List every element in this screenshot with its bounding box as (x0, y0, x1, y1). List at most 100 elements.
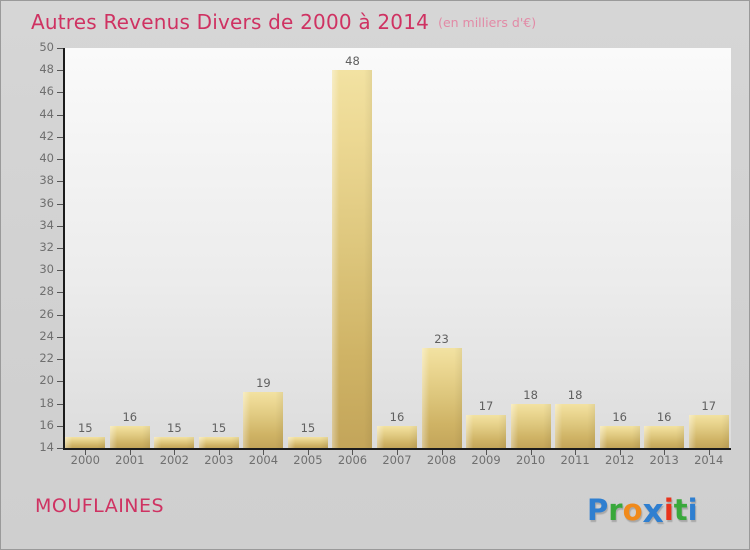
bar-group: 48 (330, 48, 375, 448)
x-axis-tick-label: 2000 (70, 453, 100, 467)
y-axis-tick-label-wrap: 16 (1, 417, 54, 432)
y-axis-tick (57, 270, 63, 272)
x-axis-tick (619, 450, 621, 455)
bar[interactable] (287, 436, 328, 448)
y-axis-tick-label-wrap: 48 (1, 62, 54, 77)
y-axis-tick-label-wrap: 14 (1, 440, 54, 454)
bar-value-label: 18 (567, 387, 583, 402)
bar-value-label: 18 (523, 387, 538, 402)
logo-letter-i-second: i (687, 493, 698, 527)
x-axis-tick (352, 450, 354, 455)
bar[interactable] (555, 403, 596, 448)
bar[interactable] (510, 403, 551, 448)
x-axis-tick-label: 2001 (115, 453, 145, 467)
y-axis-tick-label-wrap: 36 (1, 195, 54, 210)
bar[interactable] (154, 436, 195, 448)
location-label: MOUFLAINES (35, 495, 165, 517)
x-axis-tick (174, 450, 176, 455)
y-axis-tick (57, 448, 63, 449)
bar[interactable] (332, 70, 373, 448)
y-axis-tick-label: 50 (39, 40, 54, 54)
bar[interactable] (688, 414, 729, 448)
y-axis-tick-label: 40 (39, 151, 54, 166)
y-axis-tick (57, 359, 63, 361)
y-axis-tick-label-wrap: 44 (1, 108, 54, 120)
y-axis-tick-label: 28 (39, 284, 54, 299)
bars-layer: 15 16 15 15 19 15 48 16 23 17 18 18 16 16 17 (63, 48, 731, 448)
y-axis-tick (57, 48, 63, 49)
y-axis-tick-label: 36 (39, 195, 54, 210)
bar-value-label: 15 (77, 420, 93, 435)
x-axis-tick-label: 2004 (248, 453, 279, 467)
y-axis-tick (57, 159, 63, 161)
x-axis-tick-label: 2014 (694, 453, 724, 467)
y-axis-tick (57, 336, 63, 338)
logo-letter-x: x (642, 491, 664, 530)
y-axis-tick-label-wrap: 28 (1, 284, 54, 299)
y-axis-tick-label: 18 (39, 395, 54, 410)
bar[interactable] (243, 392, 284, 448)
y-axis-tick-label-wrap: 50 (1, 40, 54, 54)
y-axis-tick-label-wrap: 30 (1, 262, 54, 277)
y-axis-tick-label: 38 (39, 173, 54, 188)
x-axis-tick-label: 2012 (605, 453, 635, 467)
bar[interactable] (198, 436, 239, 448)
x-axis-tick (397, 450, 398, 455)
bar-value-label: 48 (345, 54, 360, 69)
y-axis-tick-label: 34 (39, 217, 54, 232)
bar-group: 16 (642, 48, 687, 448)
y-axis-line (63, 48, 65, 449)
x-axis-tick (664, 450, 666, 455)
x-axis-tick-label: 2002 (159, 453, 189, 467)
y-axis-tick-label: 16 (39, 417, 54, 432)
page-title: Autres Revenus Divers de 2000 à 2014 (31, 10, 430, 34)
y-axis-tick-label-wrap: 24 (1, 328, 54, 343)
logo-letter-o: o (622, 493, 643, 527)
x-axis-tick (486, 450, 488, 455)
x-axis-tick (263, 450, 265, 455)
bar-value-label: 17 (478, 398, 494, 413)
x-axis-tick-label: 2003 (204, 453, 234, 467)
x-axis-tick-label: 2013 (649, 453, 679, 467)
y-axis-tick-label: 30 (39, 262, 54, 277)
y-axis-tick-label: 32 (39, 240, 54, 254)
bar[interactable] (644, 425, 685, 448)
y-axis-tick-label-wrap: 26 (1, 308, 54, 320)
y-axis-tick (57, 203, 63, 205)
y-axis-tick (57, 92, 63, 94)
y-axis-tick (57, 381, 63, 383)
y-axis-tick-label: 46 (39, 84, 54, 99)
y-axis-tick (57, 248, 63, 249)
bar[interactable] (376, 425, 417, 448)
bar[interactable] (466, 414, 507, 448)
x-axis-tick (441, 450, 443, 455)
y-axis-tick-label: 14 (39, 440, 54, 454)
bar-value-label: 23 (434, 332, 449, 346)
bar-value-label: 17 (701, 398, 717, 413)
bar-value-label: 15 (211, 420, 227, 435)
proxiti-logo[interactable]: Proxiti (587, 489, 698, 530)
x-axis-tick-label: 2009 (471, 453, 501, 467)
y-axis-tick-label-wrap: 46 (1, 84, 54, 99)
y-axis-tick-label-wrap: 20 (1, 375, 54, 387)
x-axis-tick (307, 450, 309, 455)
y-axis-tick-label: 48 (39, 62, 54, 77)
y-axis-tick (57, 403, 63, 405)
bar[interactable] (65, 436, 106, 448)
bar-group: 15 (63, 48, 108, 448)
x-axis-tick-label: 2008 (426, 453, 457, 467)
bar-group: 23 (419, 48, 464, 448)
plot-area (63, 48, 731, 448)
y-axis-tick-label-wrap: 42 (1, 128, 54, 143)
y-axis-tick-label: 24 (39, 328, 54, 343)
bar-group: 16 (375, 48, 420, 448)
bar[interactable] (599, 425, 640, 448)
bar-value-label: 16 (612, 409, 627, 424)
x-axis-tick-label: 2011 (560, 453, 590, 467)
bar[interactable] (421, 348, 462, 448)
x-axis-tick (85, 450, 87, 455)
bar[interactable] (109, 425, 150, 448)
bar-group: 19 (241, 48, 286, 448)
y-axis-tick-label: 42 (39, 128, 54, 143)
